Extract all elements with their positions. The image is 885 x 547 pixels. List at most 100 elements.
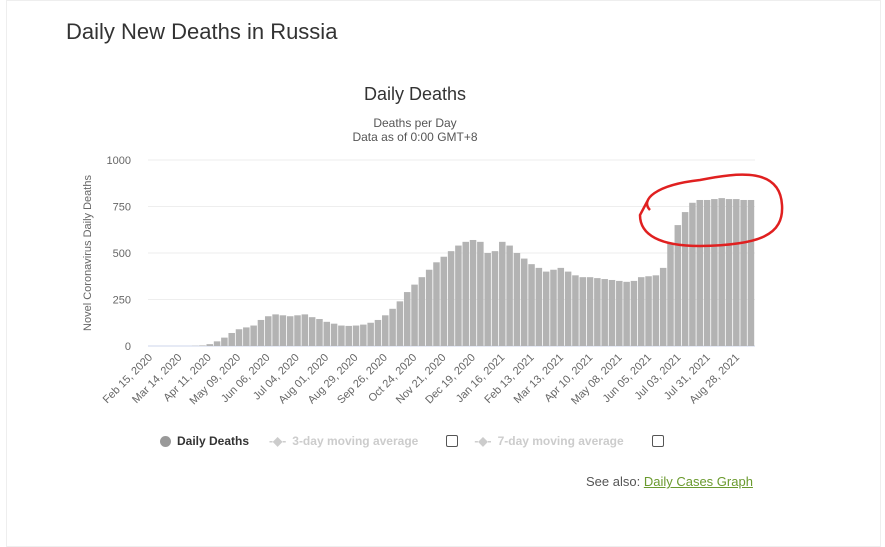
bar [243, 327, 250, 346]
bar [213, 341, 221, 346]
bar [250, 325, 257, 346]
bar [667, 243, 674, 346]
bar [550, 269, 557, 346]
bar [623, 281, 630, 346]
bar [659, 267, 667, 346]
bar [360, 324, 367, 346]
daily-cases-graph-link[interactable]: Daily Cases Graph [643, 474, 753, 489]
y-axis-label: Novel Coronavirus Daily Deaths [82, 175, 94, 331]
legend-daily-deaths-marker-icon [160, 435, 171, 447]
bar [418, 277, 426, 346]
bar [345, 325, 352, 346]
bar [652, 275, 660, 346]
bar [557, 267, 565, 346]
bar [425, 269, 433, 346]
bar [520, 258, 528, 346]
bar [433, 262, 440, 346]
x-tick-label: Feb 15, 2020 [101, 352, 155, 406]
bar [689, 202, 696, 346]
bar [616, 280, 623, 346]
bar [718, 198, 725, 346]
legend: Daily Deaths -◆- 3-day moving average -◆… [160, 434, 674, 448]
bar [674, 225, 682, 346]
chart-title: Daily Deaths [363, 84, 467, 104]
bar [491, 251, 499, 346]
bar [594, 278, 601, 346]
bar [477, 241, 484, 346]
bar [272, 314, 279, 346]
3day-average-checkbox[interactable] [446, 435, 459, 447]
bar [579, 277, 586, 346]
bar [286, 316, 294, 346]
bar [396, 301, 404, 346]
bar [462, 241, 469, 346]
bar [725, 199, 733, 346]
bar [535, 267, 543, 346]
page-title: Daily New Deaths in Russia [66, 19, 338, 44]
bar [469, 239, 477, 346]
bar [367, 322, 374, 346]
bar [352, 325, 360, 346]
bar [382, 315, 389, 346]
y-tick-label: 250 [113, 295, 131, 307]
legend-7day-average[interactable]: 7-day moving average [497, 434, 624, 448]
bar [564, 271, 572, 346]
bar [294, 315, 301, 346]
legend-3day-average[interactable]: 3-day moving average [292, 434, 419, 448]
bar [199, 345, 206, 346]
bar [265, 316, 272, 346]
bar [411, 284, 418, 346]
bar [506, 245, 513, 346]
bar [703, 199, 711, 346]
bar [228, 332, 235, 346]
bar [696, 199, 704, 346]
bar [637, 277, 645, 346]
bar [601, 279, 608, 346]
bar [301, 314, 309, 346]
bar [645, 276, 652, 346]
7day-average-checkbox[interactable] [651, 435, 664, 447]
legend-daily-deaths[interactable]: Daily Deaths [177, 434, 250, 448]
bar [528, 264, 535, 346]
bar [681, 212, 689, 346]
bar [747, 199, 755, 346]
y-tick-label: 0 [125, 341, 131, 353]
red-circle-annotation [638, 173, 784, 248]
bar [221, 337, 228, 346]
bar [542, 271, 550, 346]
bar [338, 325, 345, 346]
chart-subtitle: Deaths per Day [373, 116, 457, 130]
legend-7day-marker-icon: -◆- [474, 434, 492, 448]
legend-3day-marker-icon: -◆- [269, 434, 287, 448]
chart-subtitle-date: Data as of 0:00 GMT+8 [352, 130, 478, 144]
bar [374, 319, 382, 346]
bar [740, 199, 747, 346]
y-tick-label: 1000 [107, 155, 131, 167]
bar [316, 319, 323, 346]
bar [608, 279, 616, 346]
y-tick-label: 750 [113, 202, 131, 214]
see-also: See also: Daily Cases Graph [586, 474, 753, 489]
bar [330, 323, 338, 346]
bar [389, 308, 396, 346]
y-tick-label: 500 [113, 248, 131, 260]
bar [447, 251, 455, 346]
bar [235, 329, 243, 346]
bar [403, 292, 411, 346]
bar [513, 253, 521, 346]
bar [440, 256, 448, 346]
bar [586, 277, 594, 346]
bar [323, 321, 331, 346]
bar [711, 199, 718, 346]
bar [257, 319, 265, 346]
bar [484, 253, 491, 346]
bar [572, 275, 579, 346]
bar [630, 280, 638, 346]
bar [455, 245, 462, 346]
bar [499, 241, 506, 346]
bar [206, 344, 214, 346]
see-also-label: See also: [586, 474, 641, 489]
bar [733, 199, 740, 346]
bar [279, 315, 287, 346]
